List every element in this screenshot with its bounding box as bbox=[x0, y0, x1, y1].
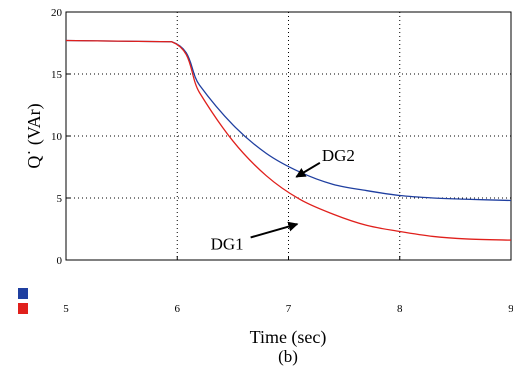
series-lines bbox=[65, 39, 512, 241]
annotation-dg2: DG2 bbox=[322, 146, 355, 165]
x-tick-label: 5 bbox=[63, 303, 69, 315]
series-line-dg2 bbox=[65, 39, 512, 202]
x-axis-label: Time (sec) bbox=[250, 327, 327, 348]
y-tick-label: 0 bbox=[57, 255, 63, 267]
annotations: DG2 DG1 bbox=[211, 146, 355, 254]
legend-swatch bbox=[18, 288, 28, 299]
annotation-dg1: DG1 bbox=[211, 234, 244, 253]
legend-swatch bbox=[18, 303, 28, 314]
y-tick-label: 5 bbox=[57, 193, 63, 205]
annotation-arrow bbox=[250, 221, 299, 239]
grid bbox=[66, 12, 511, 260]
x-tick-label: 8 bbox=[397, 303, 403, 315]
x-tick-label: 7 bbox=[286, 303, 292, 315]
y-axis-ticks: 0 5 10 15 20 bbox=[51, 7, 70, 267]
y-tick-label: 20 bbox=[51, 7, 63, 19]
y-axis-label: Q˙ (VAr) bbox=[24, 103, 45, 168]
x-tick-label: 6 bbox=[175, 303, 181, 315]
x-tick-label: 9 bbox=[508, 303, 513, 315]
series-line-dg1 bbox=[65, 39, 512, 241]
y-tick-label: 10 bbox=[51, 131, 63, 143]
legend bbox=[18, 288, 28, 314]
x-axis-ticks: 5 6 7 8 9 bbox=[63, 256, 513, 315]
figure-caption: (b) bbox=[278, 347, 298, 366]
annotation-arrow bbox=[295, 161, 321, 178]
y-tick-label: 15 bbox=[51, 69, 63, 81]
